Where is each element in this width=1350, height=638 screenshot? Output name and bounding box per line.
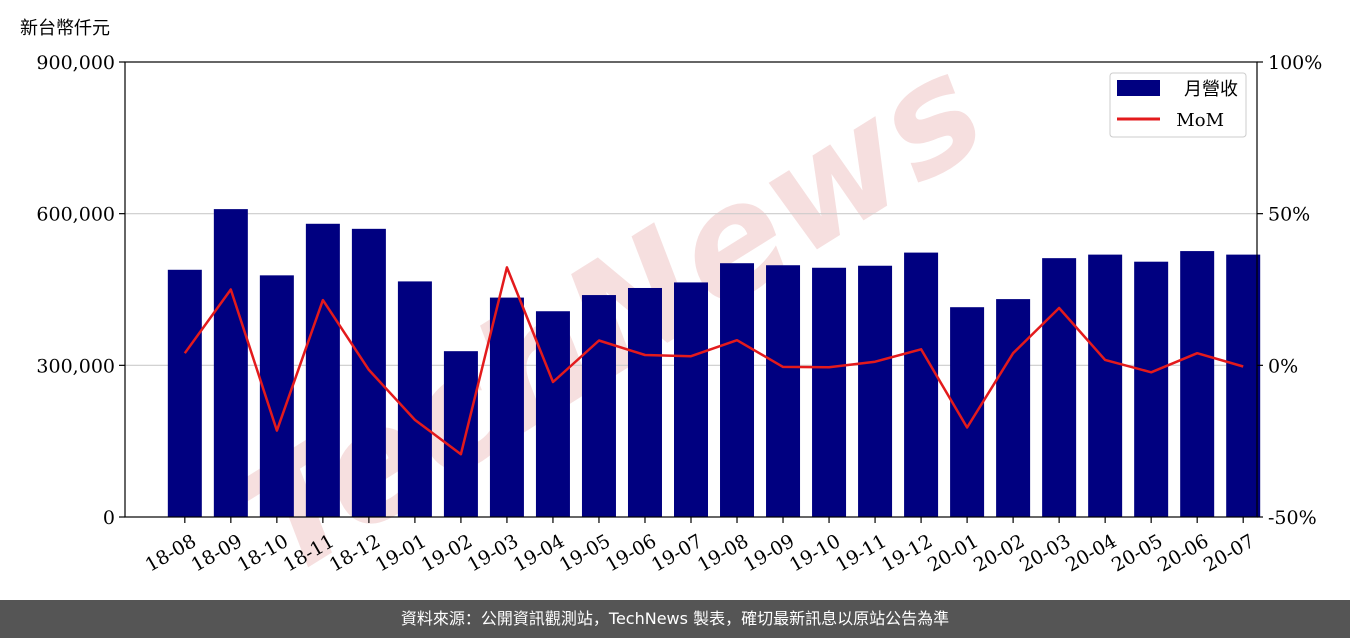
legend: 月營收 MoM <box>1109 72 1247 138</box>
bar-19-03 <box>489 297 524 517</box>
x-tick-label: 20-04 <box>1062 530 1120 576</box>
left-tick-label: 900,000 <box>36 52 115 74</box>
x-tick-label: 19-09 <box>740 530 798 576</box>
right-tick-label: -50% <box>1268 507 1317 529</box>
bar-19-05 <box>581 295 616 517</box>
line-series <box>183 266 1244 456</box>
bar-19-10 <box>812 267 847 517</box>
bar-19-12 <box>904 252 939 517</box>
bar-18-12 <box>351 228 386 518</box>
bar-19-11 <box>858 265 893 517</box>
bar-20-05 <box>1134 261 1169 517</box>
bar-20-06 <box>1180 251 1215 518</box>
left-tick-label: 600,000 <box>36 204 115 226</box>
x-tick-label: 19-10 <box>786 530 844 576</box>
right-tick-label: 50% <box>1268 204 1310 226</box>
x-tick-label: 20-02 <box>970 530 1028 576</box>
legend-line-label: MoM <box>1176 110 1224 131</box>
bar-18-09 <box>213 209 248 517</box>
bar-19-09 <box>766 265 801 517</box>
x-tick-label: 20-03 <box>1016 530 1074 576</box>
bar-20-01 <box>950 307 985 517</box>
x-tick-label: 18-08 <box>142 530 200 576</box>
bar-20-02 <box>996 299 1031 517</box>
x-tick-label: 19-12 <box>878 530 936 576</box>
mom-line <box>183 266 1244 456</box>
bar-20-07 <box>1226 254 1261 517</box>
x-tick-label: 19-02 <box>418 530 476 576</box>
x-tick-label: 20-06 <box>1154 530 1212 576</box>
x-tick-label: 19-11 <box>832 530 890 576</box>
bar-19-08 <box>720 263 755 517</box>
bar-19-07 <box>674 282 708 517</box>
left-axis: 0 300,000 600,000 900,000 <box>36 52 125 529</box>
bar-series <box>167 209 1261 518</box>
x-tick-label: 20-01 <box>924 530 982 576</box>
bar-20-04 <box>1088 254 1123 517</box>
bar-19-02 <box>443 351 478 517</box>
unit-label: 新台幣仟元 <box>20 18 110 39</box>
x-tick-label: 19-05 <box>556 530 614 576</box>
x-tick-label: 18-09 <box>188 530 246 576</box>
x-tick-label: 19-04 <box>510 530 568 576</box>
legend-bar-swatch <box>1117 80 1160 96</box>
x-tick-label: 19-03 <box>464 530 522 576</box>
legend-bar-label: 月營收 <box>1184 79 1238 100</box>
bar-19-01 <box>397 281 432 517</box>
bar-19-04 <box>535 311 570 517</box>
left-tick-label: 300,000 <box>36 355 115 377</box>
left-tick-label: 0 <box>103 507 115 529</box>
x-tick-label: 19-06 <box>602 530 660 576</box>
bar-19-06 <box>627 287 662 517</box>
bar-18-11 <box>305 223 340 517</box>
x-tick-label: 19-07 <box>648 530 706 576</box>
x-tick-label: 20-07 <box>1200 530 1258 576</box>
footer-caption: 資料來源：公開資訊觀測站，TechNews 製表，確切最新訊息以原站公告為準 <box>0 600 1350 638</box>
right-axis: -50% 0% 50% 100% <box>1257 52 1322 529</box>
bar-20-03 <box>1042 258 1077 517</box>
right-tick-label: 100% <box>1268 52 1322 74</box>
x-tick-label: 19-08 <box>694 530 752 576</box>
bar-18-08 <box>167 269 202 517</box>
x-tick-label: 20-05 <box>1108 530 1166 576</box>
right-tick-label: 0% <box>1268 355 1298 377</box>
